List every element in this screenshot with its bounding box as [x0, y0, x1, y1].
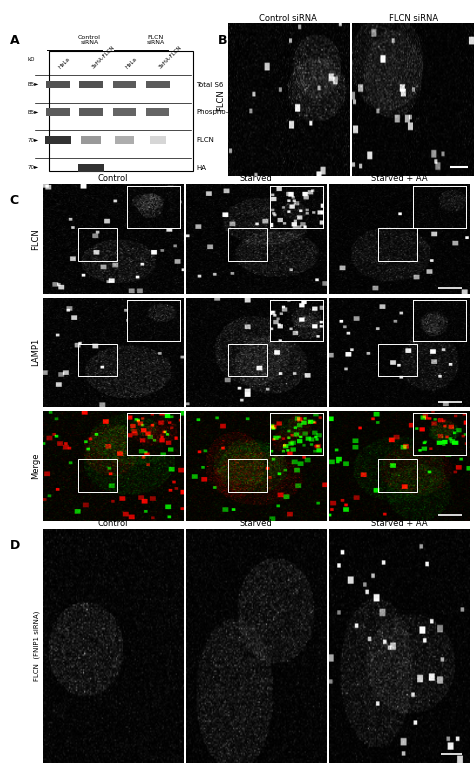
Text: 70►: 70► [27, 138, 38, 143]
Text: HA: HA [196, 165, 206, 171]
Bar [78, 228, 117, 261]
Bar [112, 81, 136, 88]
Text: D: D [9, 539, 20, 552]
Text: C: C [9, 194, 18, 207]
Text: A: A [9, 34, 19, 47]
Text: B5►: B5► [27, 110, 38, 115]
Bar [79, 81, 103, 88]
Bar [78, 344, 117, 377]
Text: FLCN: FLCN [31, 228, 40, 250]
Title: Starved + AA: Starved + AA [371, 175, 427, 183]
Title: Starved: Starved [239, 175, 273, 183]
Text: kD: kD [27, 57, 35, 63]
Bar [78, 164, 104, 171]
Bar [378, 460, 417, 493]
Bar [378, 344, 417, 377]
Text: Total S6: Total S6 [196, 81, 224, 88]
Title: Control: Control [98, 519, 128, 528]
Text: FLCN  (FNIP1 siRNA): FLCN (FNIP1 siRNA) [34, 611, 40, 681]
Bar [228, 344, 267, 377]
Bar [46, 81, 70, 88]
Bar [49, 51, 193, 171]
Bar [79, 108, 103, 116]
Bar [150, 136, 165, 144]
Text: FLCN
siRNA: FLCN siRNA [147, 34, 165, 45]
Bar [46, 108, 70, 116]
Title: Control: Control [98, 175, 128, 183]
Bar [146, 108, 169, 116]
Text: B: B [218, 34, 228, 47]
Bar [115, 136, 134, 144]
Bar [146, 81, 170, 88]
Bar [113, 108, 136, 116]
Text: Phospho-S6: Phospho-S6 [196, 110, 237, 115]
Text: HeLa: HeLa [58, 56, 71, 70]
Text: HeLa: HeLa [124, 56, 138, 70]
Text: 3xHA-FLCN: 3xHA-FLCN [158, 44, 183, 70]
Text: LAMP1: LAMP1 [31, 338, 40, 366]
Bar [81, 136, 101, 144]
Bar [45, 136, 71, 144]
Bar [228, 228, 267, 261]
Bar [378, 228, 417, 261]
Text: FLCN: FLCN [196, 137, 214, 143]
Title: FLCN siRNA: FLCN siRNA [389, 14, 438, 23]
Title: Starved: Starved [239, 519, 273, 528]
Title: Starved + AA: Starved + AA [371, 519, 427, 528]
Title: Control siRNA: Control siRNA [259, 14, 318, 23]
Text: B5►: B5► [27, 82, 38, 87]
Text: 3xHA-FLCN: 3xHA-FLCN [91, 44, 116, 70]
Text: FLCN: FLCN [216, 89, 225, 110]
Bar [78, 460, 117, 493]
Text: Control
siRNA: Control siRNA [78, 34, 101, 45]
Text: Merge: Merge [31, 453, 40, 479]
Text: 70►: 70► [27, 165, 38, 171]
Bar [228, 460, 267, 493]
